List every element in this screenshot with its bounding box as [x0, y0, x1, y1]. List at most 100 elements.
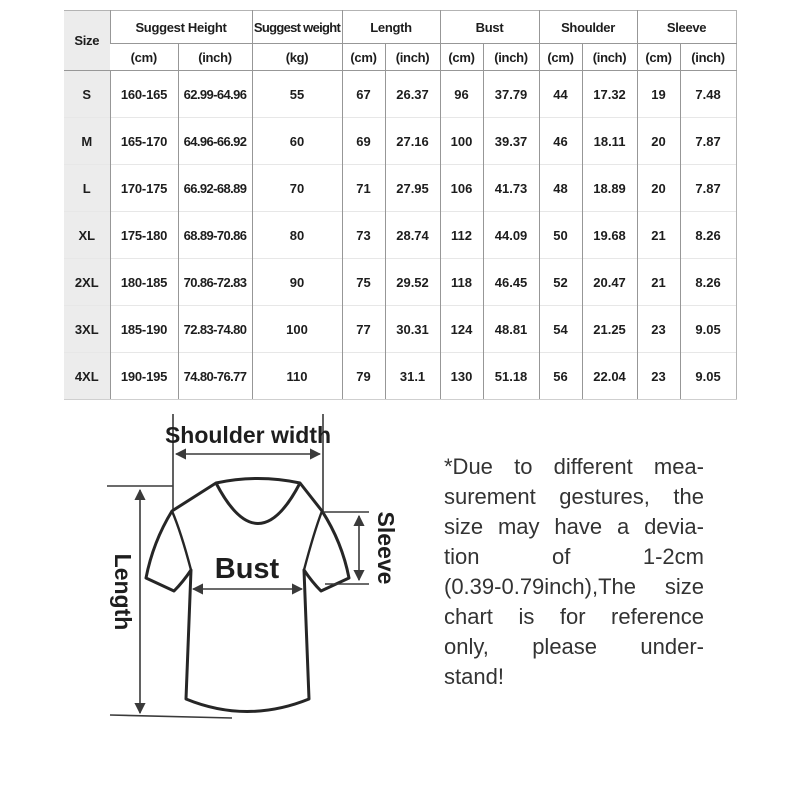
- unit-shoulder-cm: (cm): [538, 43, 583, 71]
- value-cell: 26.37: [384, 70, 441, 118]
- value-cell: 56: [538, 352, 583, 400]
- unit-height-inch: (inch): [177, 43, 253, 71]
- value-cell: 21: [636, 211, 681, 259]
- value-cell: 7.87: [679, 117, 737, 165]
- value-cell: 41.73: [482, 164, 540, 212]
- value-cell: 190-195: [109, 352, 178, 400]
- value-cell: 9.05: [679, 352, 737, 400]
- measurement-arrows: [109, 448, 369, 719]
- note-line: (0.39-0.79inch),The size: [444, 574, 704, 599]
- size-cell: M: [64, 117, 110, 165]
- value-cell: 8.26: [679, 258, 737, 306]
- table-row: 2XL 180-185 70.86-72.83 90 75 29.52 118 46.45 52…: [64, 258, 737, 306]
- value-cell: 7.87: [679, 164, 737, 212]
- value-cell: 74.80-76.77: [177, 352, 253, 400]
- value-cell: 23: [636, 305, 681, 353]
- value-cell: 48.81: [482, 305, 540, 353]
- table-row: 4XL 190-195 74.80-76.77 110 79 31.1 130 51.18 56…: [64, 352, 737, 400]
- value-cell: 39.37: [482, 117, 540, 165]
- value-cell: 37.79: [482, 70, 540, 118]
- note-line: chart is for reference: [444, 604, 704, 629]
- measurement-note: *Due to different mea- surement gestures…: [444, 452, 704, 692]
- value-cell: 54: [538, 305, 583, 353]
- note-line: tion of 1-2cm: [444, 544, 704, 569]
- unit-bust-inch: (inch): [482, 43, 540, 71]
- value-cell: 79: [341, 352, 386, 400]
- value-cell: 62.99-64.96: [177, 70, 253, 118]
- value-cell: 71: [341, 164, 386, 212]
- value-cell: 29.52: [384, 258, 441, 306]
- sleeve-seam-left: [170, 510, 193, 571]
- size-cell: L: [64, 164, 110, 212]
- table-row: S 160-165 62.99-64.96 55 67 26.37 96 37.79 44 17.…: [64, 70, 737, 118]
- value-cell: 17.32: [581, 70, 638, 118]
- size-cell: 3XL: [64, 305, 110, 353]
- value-cell: 69: [341, 117, 386, 165]
- value-cell: 20.47: [581, 258, 638, 306]
- unit-height-cm: (cm): [110, 43, 178, 71]
- note-line: size may have a devia-: [444, 514, 704, 539]
- unit-sleeve-inch: (inch): [679, 43, 737, 71]
- unit-bust-cm: (cm): [439, 43, 484, 71]
- value-cell: 100: [439, 117, 484, 165]
- note-line: only, please under-: [444, 634, 704, 659]
- value-cell: 170-175: [109, 164, 178, 212]
- value-cell: 27.95: [384, 164, 441, 212]
- measurement-guides: [107, 414, 324, 512]
- size-cell: S: [64, 70, 110, 118]
- table-row: XL 175-180 68.89-70.86 80 73 28.74 112 44.09 50 1…: [64, 211, 737, 259]
- value-cell: 70: [251, 164, 343, 212]
- value-cell: 73: [341, 211, 386, 259]
- value-cell: 118: [439, 258, 484, 306]
- value-cell: 180-185: [109, 258, 178, 306]
- value-cell: 175-180: [109, 211, 178, 259]
- value-cell: 46.45: [482, 258, 540, 306]
- table-row: L 170-175 66.92-68.89 70 71 27.95 106 41.73 48 18…: [64, 164, 737, 212]
- unit-sleeve-cm: (cm): [636, 43, 681, 71]
- value-cell: 18.89: [581, 164, 638, 212]
- value-cell: 20: [636, 117, 681, 165]
- table-row: 3XL 185-190 72.83-74.80 100 77 30.31 124 48.81 5…: [64, 305, 737, 353]
- value-cell: 9.05: [679, 305, 737, 353]
- value-cell: 51.18: [482, 352, 540, 400]
- value-cell: 75: [341, 258, 386, 306]
- value-cell: 8.26: [679, 211, 737, 259]
- column-header-shoulder: Shoulder: [538, 10, 638, 44]
- column-header-bust: Bust: [439, 10, 540, 44]
- size-cell: 2XL: [64, 258, 110, 306]
- size-table-header: Size Suggest Height Suggest weight Lengt…: [64, 10, 737, 71]
- bust-label: Bust: [215, 553, 280, 585]
- shoulder-width-label: Shoulder width: [165, 422, 331, 448]
- value-cell: 46: [538, 117, 583, 165]
- value-cell: 96: [439, 70, 484, 118]
- unit-length-inch: (inch): [384, 43, 441, 71]
- value-cell: 185-190: [109, 305, 178, 353]
- sleeve-seam-right: [302, 510, 324, 571]
- value-cell: 7.48: [679, 70, 737, 118]
- value-cell: 68.89-70.86: [177, 211, 253, 259]
- value-cell: 28.74: [384, 211, 441, 259]
- note-line: *Due to different mea-: [444, 454, 704, 479]
- unit-shoulder-inch: (inch): [581, 43, 638, 71]
- value-cell: 112: [439, 211, 484, 259]
- size-table-body: S 160-165 62.99-64.96 55 67 26.37 96 37.79 44 17.…: [64, 70, 737, 400]
- value-cell: 160-165: [109, 70, 178, 118]
- value-cell: 21.25: [581, 305, 638, 353]
- note-line: surement gestures, the: [444, 484, 704, 509]
- value-cell: 165-170: [109, 117, 178, 165]
- value-cell: 106: [439, 164, 484, 212]
- length-bottom-tick: [109, 714, 233, 719]
- value-cell: 23: [636, 352, 681, 400]
- size-cell: 4XL: [64, 352, 110, 400]
- tshirt-outline: [144, 477, 351, 713]
- sleeve-label: Sleeve: [373, 512, 395, 585]
- unit-weight-kg: (kg): [251, 43, 343, 71]
- value-cell: 22.04: [581, 352, 638, 400]
- value-cell: 77: [341, 305, 386, 353]
- value-cell: 44: [538, 70, 583, 118]
- value-cell: 19: [636, 70, 681, 118]
- value-cell: 64.96-66.92: [177, 117, 253, 165]
- value-cell: 52: [538, 258, 583, 306]
- value-cell: 100: [251, 305, 343, 353]
- column-header-suggest-height: Suggest Height: [109, 10, 253, 44]
